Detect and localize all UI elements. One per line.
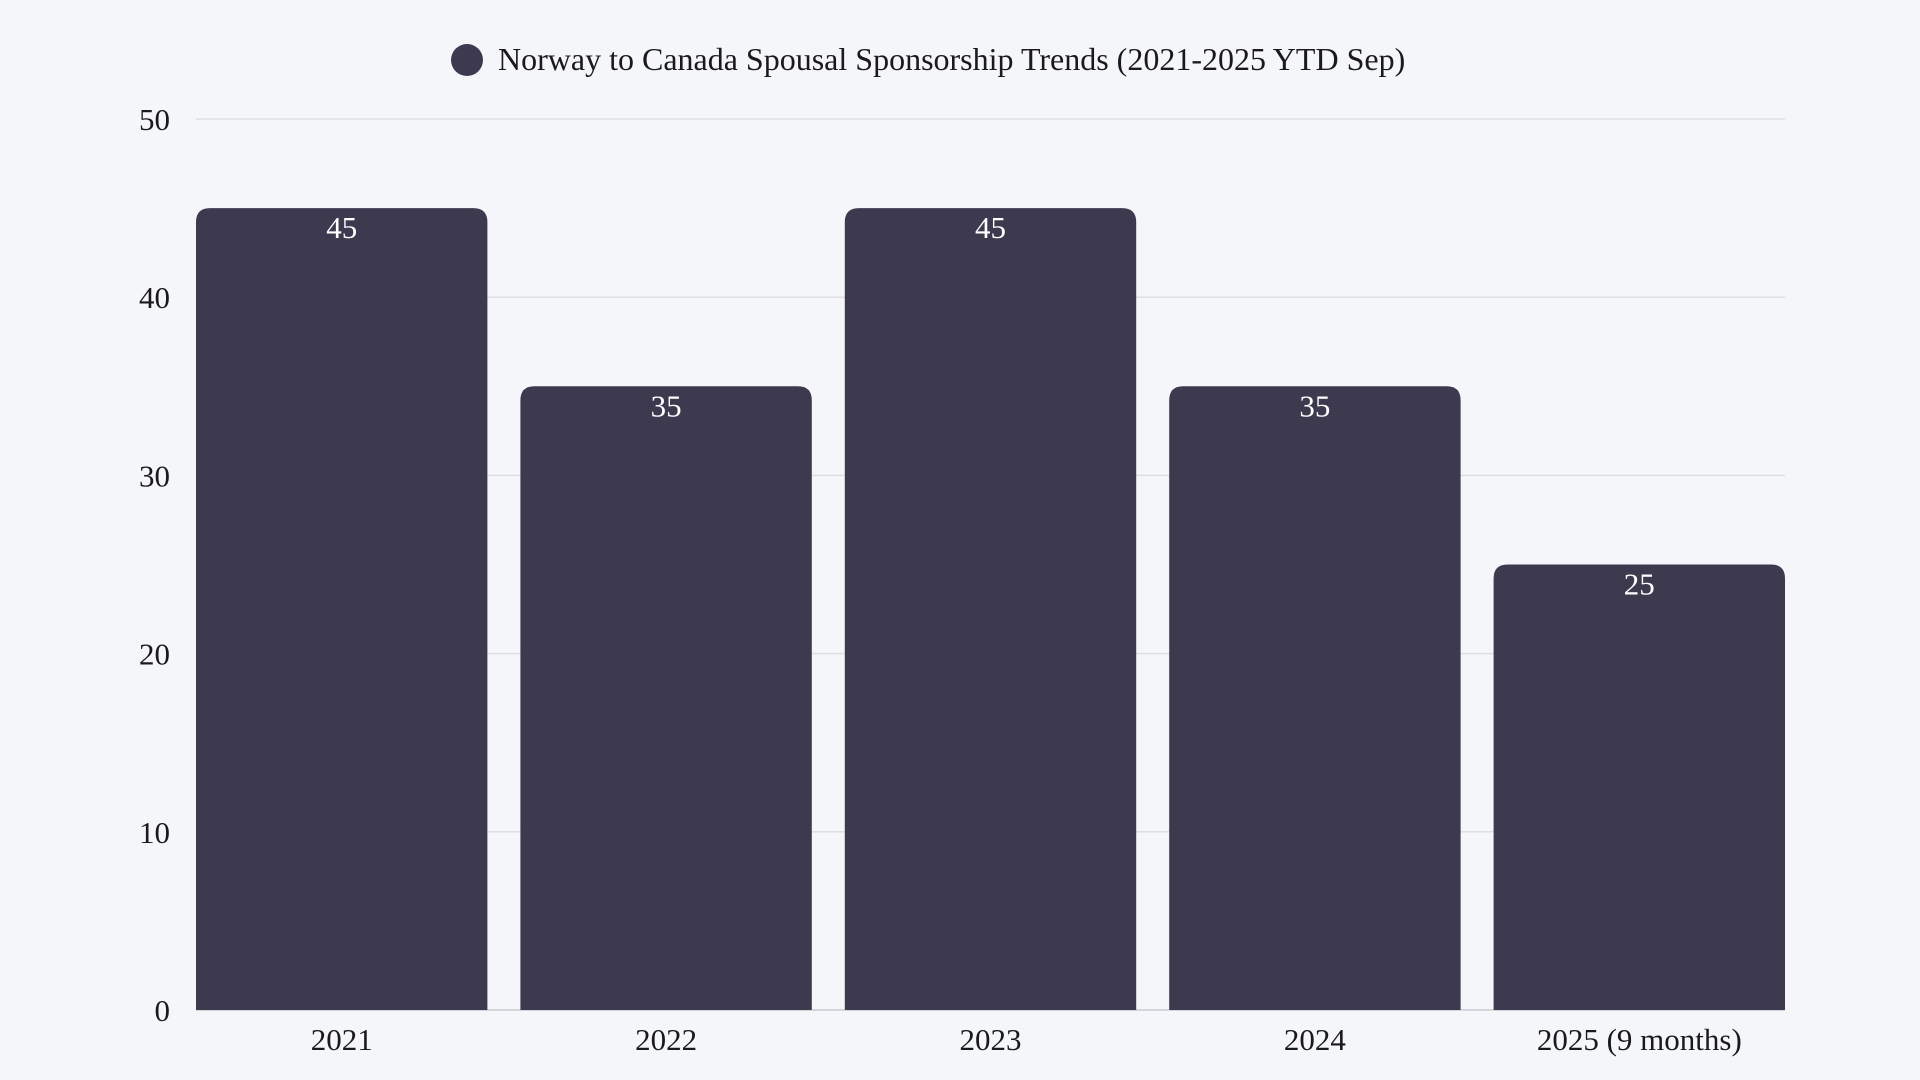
x-tick-label: 2024 — [1284, 1022, 1347, 1057]
data-label: 35 — [651, 388, 682, 423]
bar — [1493, 564, 1785, 1010]
x-tick-label: 2025 (9 months) — [1537, 1022, 1742, 1057]
legend[interactable]: Norway to Canada Spousal Sponsorship Tre… — [451, 41, 1405, 77]
bar — [520, 386, 812, 1010]
bar — [196, 208, 488, 1011]
data-label: 35 — [1299, 388, 1330, 423]
y-tick-label: 20 — [139, 637, 170, 672]
y-tick-label: 0 — [155, 993, 171, 1028]
bar — [844, 208, 1137, 1011]
y-tick-label: 50 — [139, 102, 170, 137]
y-tick-label: 40 — [139, 280, 170, 315]
y-tick-label: 10 — [139, 815, 170, 850]
data-label: 45 — [326, 210, 357, 245]
x-tick-label: 2023 — [960, 1022, 1022, 1057]
data-label: 25 — [1624, 567, 1655, 602]
y-tick-label: 30 — [139, 458, 170, 493]
bar — [1169, 386, 1461, 1010]
data-label: 45 — [975, 210, 1006, 245]
x-tick-label: 2021 — [311, 1022, 373, 1057]
legend-swatch — [451, 44, 483, 76]
legend-label: Norway to Canada Spousal Sponsorship Tre… — [498, 41, 1405, 77]
x-tick-label: 2022 — [635, 1022, 697, 1057]
